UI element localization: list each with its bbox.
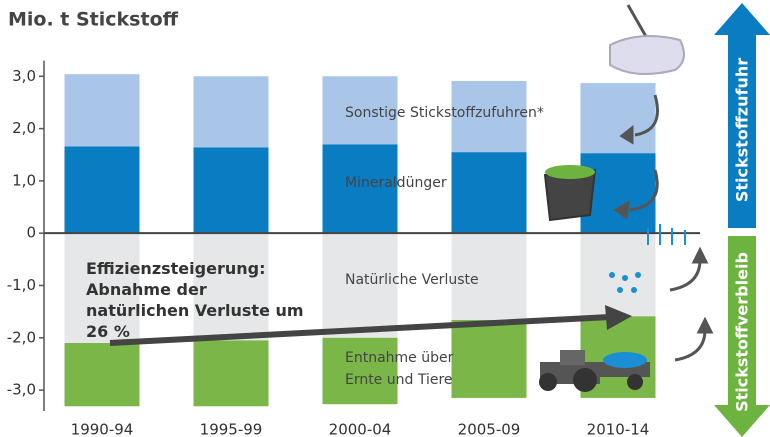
bar-segment [580,233,656,317]
x-tick-label: 1990-94 [71,421,134,437]
y-tick-label: -1,0 [7,276,36,294]
bar-segment [322,76,398,145]
x-tick-label: 2005-09 [458,421,521,437]
y-tick-label: -2,0 [7,328,36,346]
bar-segment [451,152,527,234]
bar-segment [193,76,269,148]
annotation: Effizienzsteigerung: Abnahme der natürli… [86,259,304,341]
chart-title: Mio. t Stickstoff [8,9,179,31]
series-label: Sonstige Stickstoffzufuhren* [345,105,544,121]
x-tick-label: 2010-14 [587,421,650,437]
bar-segment [64,74,140,147]
bar-segment [322,337,398,405]
y-tick-label: 1,0 [12,171,36,189]
supply-label: Stickstoffzufuhr [733,58,752,202]
illustrations [109,4,714,392]
y-tick-label: -3,0 [7,381,36,399]
bar-segment [193,233,269,341]
bar-segment [451,80,527,153]
x-tick-label: 1995-99 [200,421,263,437]
bar-segment [322,233,398,338]
bar-segment [193,340,269,407]
bar-segment [193,147,269,234]
bar-segment [64,233,140,344]
bar-segment [451,233,527,320]
remain-arrow [714,236,770,437]
remain-label: Stickstoffverbleib [733,252,752,412]
x-tick-label: 2000-04 [329,421,392,437]
y-tick-label: 0 [26,224,36,242]
bar-segment [580,83,656,154]
bar-segment [322,144,398,234]
bar-segment [451,319,527,398]
series-label: Natürliche Verluste [345,272,479,288]
y-tick-label: 2,0 [12,119,36,137]
bar-segment [64,343,140,407]
series-label: Entnahme über Ernte und Tiere [345,350,454,388]
y-tick-label: 3,0 [12,67,36,85]
supply-arrow [714,3,770,228]
bar-segment [64,146,140,234]
series-label: Mineraldünger [345,175,447,191]
